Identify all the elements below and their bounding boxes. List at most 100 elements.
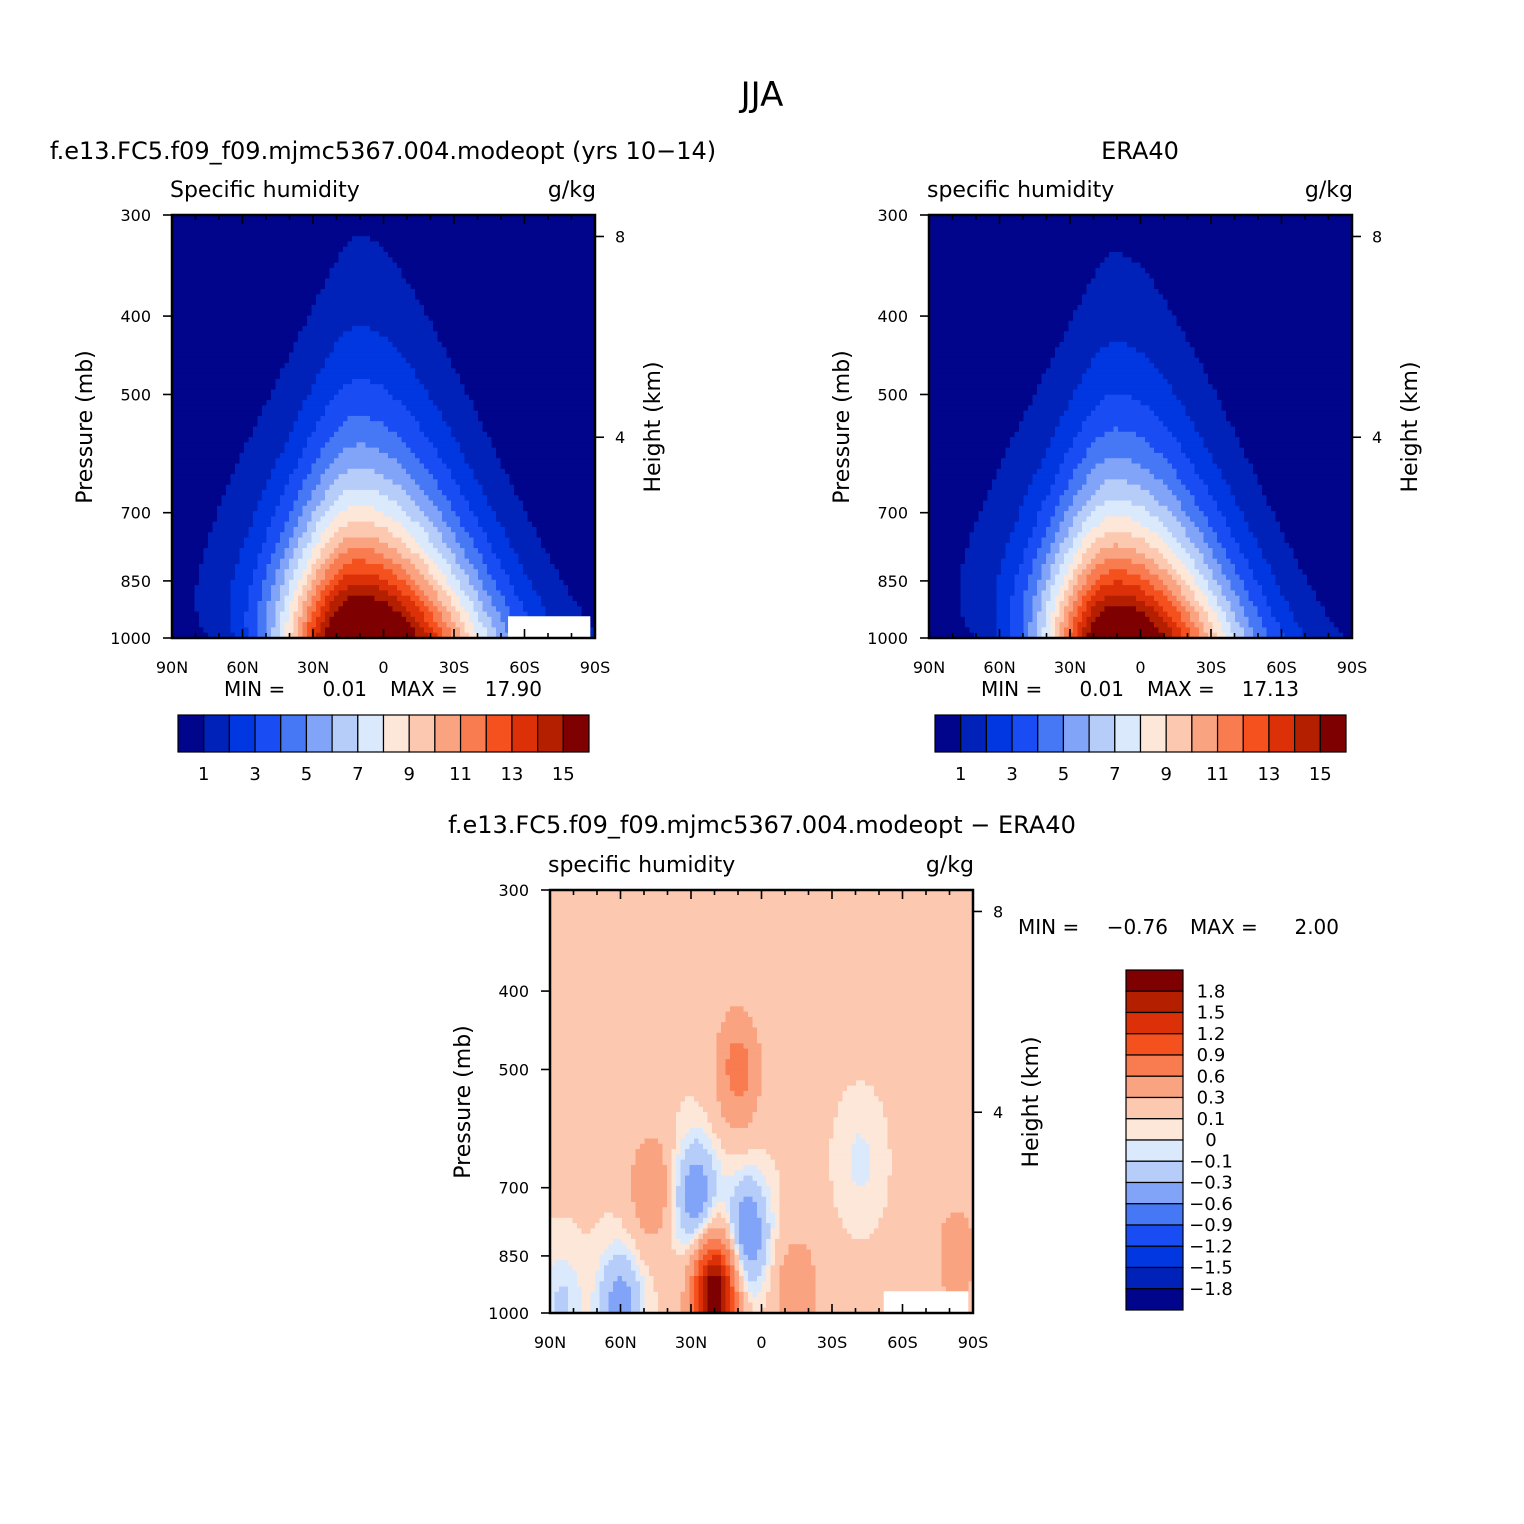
contour-cell <box>447 411 452 417</box>
contour-cell <box>258 226 263 232</box>
contour-cell <box>397 474 402 480</box>
contour-cell <box>195 268 200 274</box>
contour-cell <box>397 310 402 316</box>
contour-cell <box>195 220 200 226</box>
contour-cell <box>582 427 587 433</box>
contour-cell <box>316 358 321 364</box>
contour-cell <box>222 363 227 369</box>
contour-cell <box>483 411 488 417</box>
contour-cell <box>262 220 267 226</box>
contour-cell <box>357 347 362 353</box>
contour-cell <box>420 479 425 485</box>
contour-cell <box>388 247 393 253</box>
contour-cell <box>294 263 299 269</box>
contour-cell <box>586 379 591 385</box>
contour-cell <box>195 226 200 232</box>
contour-cell <box>402 310 407 316</box>
contour-cell <box>244 241 249 247</box>
contour-cell <box>375 273 380 279</box>
contour-cell <box>559 220 564 226</box>
contour-cell <box>217 474 222 480</box>
contour-cell <box>357 247 362 253</box>
contour-cell <box>550 273 555 279</box>
contour-cell <box>298 226 303 232</box>
contour-cell <box>483 374 488 380</box>
contour-cell <box>555 469 560 475</box>
contour-cell <box>370 464 375 470</box>
contour-cell <box>541 453 546 459</box>
contour-cell <box>366 416 371 422</box>
contour-cell <box>231 363 236 369</box>
contour-cell <box>492 310 497 316</box>
contour-cell <box>505 337 510 343</box>
contour-cell <box>258 278 263 284</box>
contour-cell <box>262 247 267 253</box>
contour-cell <box>586 241 591 247</box>
contour-cell <box>406 416 411 422</box>
contour-cell <box>474 432 479 438</box>
contour-cell <box>285 421 290 427</box>
contour-cell <box>321 352 326 358</box>
contour-cell <box>190 495 195 501</box>
contour-cell <box>505 490 510 496</box>
contour-cell <box>276 273 281 279</box>
contour-cell <box>532 273 537 279</box>
contour-cell <box>240 453 245 459</box>
contour-cell <box>564 300 569 306</box>
contour-cell <box>352 310 357 316</box>
contour-cell <box>568 358 573 364</box>
contour-cell <box>496 469 501 475</box>
contour-cell <box>568 226 573 232</box>
contour-cell <box>379 263 384 269</box>
contour-cell <box>294 405 299 411</box>
contour-cell <box>307 474 312 480</box>
contour-cell <box>465 469 470 475</box>
contour-cell <box>478 389 483 395</box>
contour-cell <box>370 321 375 327</box>
contour-cell <box>555 252 560 258</box>
contour-cell <box>262 395 267 401</box>
contour-cell <box>195 236 200 242</box>
contour-cell <box>519 458 524 464</box>
contour-cell <box>406 395 411 401</box>
contour-cell <box>586 469 591 475</box>
contour-cell <box>240 310 245 316</box>
contour-cell <box>451 490 456 496</box>
contour-cell <box>258 231 263 237</box>
contour-cell <box>492 405 497 411</box>
contour-cell <box>438 347 443 353</box>
contour-cell <box>469 226 474 232</box>
contour-cell <box>289 247 294 253</box>
contour-cell <box>469 448 474 454</box>
contour-cell <box>298 469 303 475</box>
contour-cell <box>510 479 515 485</box>
contour-cell <box>541 310 546 316</box>
contour-cell <box>586 458 591 464</box>
contour-cell <box>352 437 357 443</box>
contour-cell <box>541 411 546 417</box>
contour-cell <box>384 300 389 306</box>
contour-cell <box>321 448 326 454</box>
contour-cell <box>298 395 303 401</box>
contour-cell <box>307 442 312 448</box>
contour-cell <box>397 358 402 364</box>
contour-cell <box>285 384 290 390</box>
contour-cell <box>249 421 254 427</box>
contour-cell <box>258 347 263 353</box>
contour-cell <box>289 432 294 438</box>
contour-cell <box>442 352 447 358</box>
contour-cell <box>393 315 398 321</box>
contour-cell <box>541 490 546 496</box>
contour-cell <box>244 405 249 411</box>
contour-cell <box>294 342 299 348</box>
contour-cell <box>294 268 299 274</box>
contour-cell <box>379 278 384 284</box>
contour-cell <box>334 231 339 237</box>
contour-cell <box>285 247 290 253</box>
contour-cell <box>496 411 501 417</box>
contour-cell <box>262 358 267 364</box>
contour-cell <box>253 231 258 237</box>
contour-cell <box>505 268 510 274</box>
contour-cell <box>177 220 182 226</box>
contour-cell <box>235 337 240 343</box>
